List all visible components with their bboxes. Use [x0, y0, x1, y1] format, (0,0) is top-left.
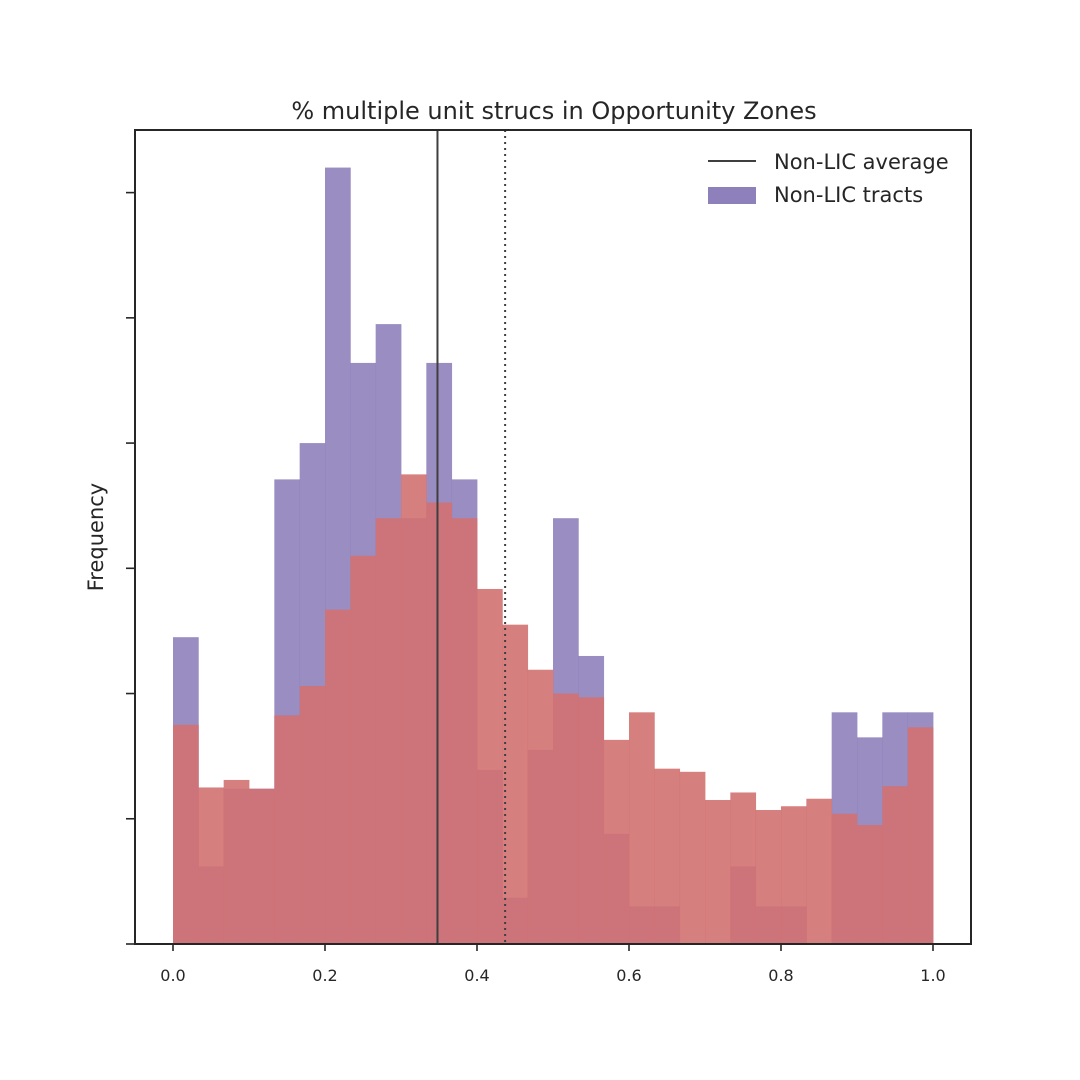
legend: Non-LIC average Non-LIC tracts — [708, 150, 949, 207]
chart-title: % multiple unit strucs in Opportunity Zo… — [291, 97, 816, 125]
bar-series2-bin-3 — [249, 788, 275, 944]
bar-series2-bin-8 — [375, 518, 402, 944]
bar-series2-bin-21 — [705, 799, 731, 944]
bar-series2-bin-4 — [274, 715, 301, 944]
bar-series2-bin-12 — [477, 588, 503, 944]
bar-series2-bin-28 — [882, 786, 909, 944]
legend-patch-swatch — [708, 187, 756, 204]
bar-series2-bin-26 — [831, 813, 858, 944]
bar-series2-bin-18 — [629, 712, 655, 944]
bar-series2-bin-19 — [654, 768, 681, 944]
x-axis-ticks: 0.0 0.2 0.4 0.6 0.8 1.0 — [160, 944, 946, 985]
bar-series2-bin-13 — [502, 624, 529, 944]
x-tick-label: 0.6 — [616, 966, 641, 985]
bar-series2-bin-0 — [173, 724, 199, 944]
bars-layer — [173, 167, 934, 945]
bar-series2-bin-29 — [907, 727, 934, 944]
bar-series2-bin-9 — [401, 474, 427, 944]
bar-series2-bin-6 — [325, 609, 351, 944]
x-tick-label: 0.0 — [160, 966, 185, 985]
legend-label-average: Non-LIC average — [774, 150, 949, 174]
bar-series2-bin-1 — [198, 787, 225, 944]
bar-series2-bin-25 — [806, 798, 833, 944]
bar-series2-bin-10 — [426, 502, 453, 944]
legend-label-tracts: Non-LIC tracts — [774, 183, 923, 207]
bar-series2-bin-2 — [223, 779, 250, 944]
y-axis-label: Frequency — [84, 483, 108, 592]
x-tick-label: 1.0 — [920, 966, 945, 985]
x-tick-label: 0.8 — [768, 966, 793, 985]
bar-series2-bin-20 — [679, 771, 706, 944]
reference-lines-layer — [436, 130, 507, 944]
bar-series2-bin-23 — [755, 810, 782, 944]
bar-series2-bin-14 — [527, 669, 554, 944]
bar-series2-bin-17 — [603, 739, 630, 944]
series-2 — [173, 474, 934, 944]
x-tick-label: 0.4 — [464, 966, 489, 985]
bar-series2-bin-27 — [857, 825, 883, 944]
x-tick-label: 0.2 — [312, 966, 337, 985]
plot-frame — [134, 129, 972, 945]
bar-series2-bin-11 — [451, 518, 478, 944]
bar-series2-bin-15 — [553, 693, 579, 944]
bar-series2-bin-16 — [578, 697, 605, 944]
bar-series2-bin-5 — [299, 686, 326, 944]
bar-series2-bin-7 — [350, 555, 377, 944]
bar-series2-bin-22 — [730, 792, 757, 944]
bar-series2-bin-24 — [781, 806, 807, 944]
y-axis-ticks — [126, 191, 135, 945]
